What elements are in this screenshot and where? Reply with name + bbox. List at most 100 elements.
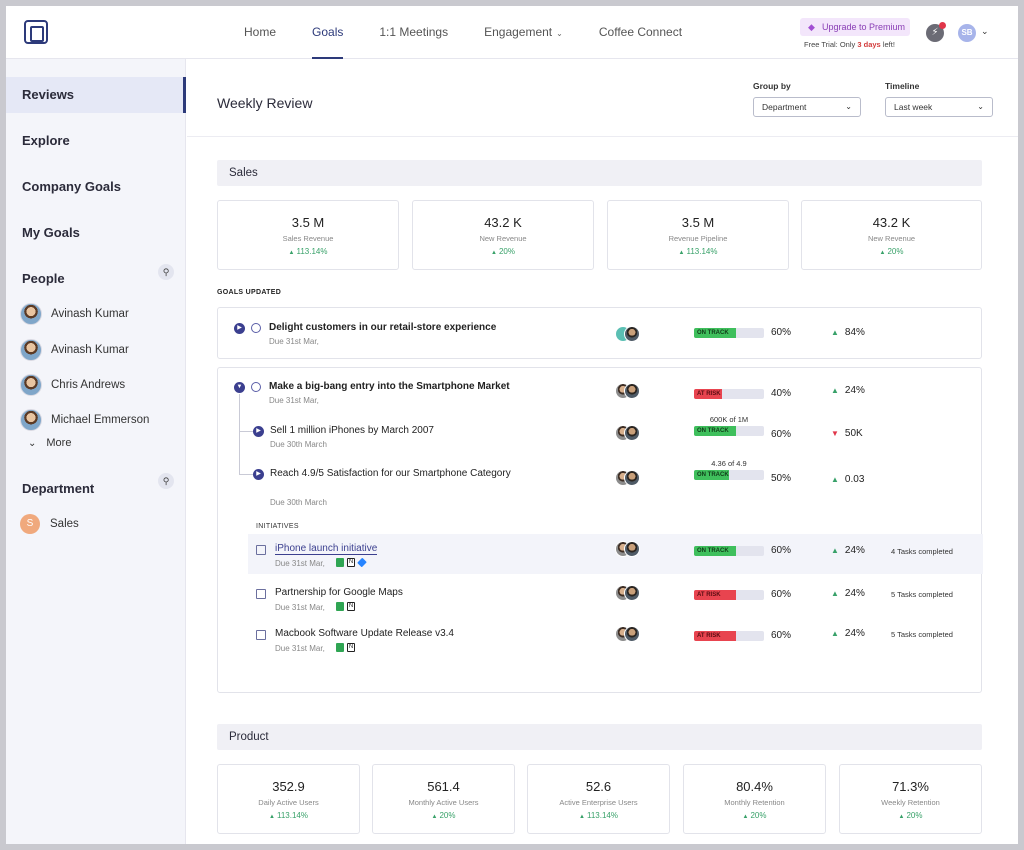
owner-avatars	[615, 425, 643, 441]
owner-avatars	[615, 626, 643, 642]
nav-goals[interactable]: Goals	[294, 6, 361, 59]
kpi-card[interactable]: 43.2 K New Revenue ▲ 20%	[412, 200, 594, 270]
user-avatar[interactable]: SB	[958, 24, 976, 42]
sidebar-item-company-goals[interactable]: Company Goals	[22, 179, 121, 194]
kpi-label: New Revenue	[479, 234, 527, 243]
collapse-arrow-icon[interactable]: ▼	[234, 382, 245, 393]
sub-goal-title[interactable]: Reach 4.9/5 Satisfaction for our Smartph…	[270, 468, 511, 479]
page-title: Weekly Review	[217, 95, 313, 111]
nav-coffee-connect[interactable]: Coffee Connect	[598, 25, 683, 39]
trial-notice: Free Trial: Only 3 days left!	[804, 40, 895, 49]
avatar	[624, 425, 640, 441]
kpi-change: ▲ 20%	[373, 811, 514, 820]
kpi-change-value: 113.14%	[296, 247, 328, 256]
kpi-card[interactable]: 43.2 K New Revenue ▲ 20%	[801, 200, 982, 270]
kpi-change-value: 20%	[439, 811, 456, 820]
status-badge: AT RISK	[697, 391, 721, 397]
status-badge: ON TRACK	[697, 428, 729, 434]
expand-arrow-icon[interactable]: ▶	[253, 426, 264, 437]
people-search-icon[interactable]: ⚲	[158, 264, 174, 280]
sidebar-person[interactable]: Avinash Kumar	[20, 302, 129, 326]
notion-icon[interactable]: N	[347, 643, 355, 652]
goal-title[interactable]: Delight customers in our retail-store ex…	[269, 322, 497, 333]
trial-suffix: left!	[882, 40, 895, 49]
google-sheets-icon[interactable]	[336, 643, 344, 652]
sidebar-department[interactable]: S Sales	[20, 512, 79, 536]
kpi-card[interactable]: 3.5 M Revenue Pipeline ▲ 113.14%	[607, 200, 789, 270]
kpi-change: ▲ 113.14%	[608, 247, 788, 256]
notifications-icon[interactable]: ⚡	[926, 22, 946, 42]
trend-up-icon: ▲	[579, 814, 585, 820]
progress-fill	[694, 328, 736, 338]
linked-docs: N	[336, 602, 355, 611]
group-by-select[interactable]: Department ⌄	[753, 97, 861, 117]
kpi-label: Revenue Pipeline	[668, 234, 728, 243]
google-sheets-icon[interactable]	[336, 602, 344, 611]
expand-arrow-icon[interactable]: ▶	[234, 323, 245, 334]
goal-card: ▼ Make a big-bang entry into the Smartph…	[217, 367, 983, 693]
kpi-value: 52.6	[585, 779, 612, 794]
sidebar-item-reviews[interactable]: Reviews	[6, 77, 186, 113]
trend: ▲ 0.03	[831, 474, 864, 485]
department-search-icon[interactable]: ⚲	[158, 473, 174, 489]
kpi-value: 71.3%	[892, 779, 929, 794]
timeline-select[interactable]: Last week ⌄	[885, 97, 993, 117]
top-nav: Home Goals 1:1 Meetings Engagement ⌄ Coff…	[6, 6, 1018, 59]
nav-engagement[interactable]: Engagement ⌄	[466, 6, 581, 59]
trend-up-icon: ▲	[431, 814, 438, 820]
notification-dot	[939, 22, 946, 29]
sidebar-person[interactable]: Michael Emmerson	[20, 408, 149, 432]
sidebar-item-my-goals[interactable]: My Goals	[22, 225, 80, 240]
kpi-card[interactable]: 80.4% Monthly Retention ▲ 20%	[683, 764, 826, 834]
progress-percent: 60%	[771, 327, 792, 338]
more-label: More	[46, 437, 72, 449]
progress-fill	[694, 590, 736, 600]
kpi-card[interactable]: 561.4 Monthly Active Users ▲ 20%	[372, 764, 515, 834]
expand-arrow-icon[interactable]: ▶	[253, 469, 264, 480]
kpi-card[interactable]: 52.6 Active Enterprise Users ▲ 113.14%	[527, 764, 670, 834]
nav-home[interactable]: Home	[244, 25, 277, 39]
notion-icon[interactable]: N	[347, 602, 355, 611]
person-name: Chris Andrews	[51, 379, 126, 391]
kpi-change-value: 20%	[498, 247, 515, 256]
notion-icon[interactable]: N	[347, 558, 355, 567]
user-menu-chevron-icon[interactable]: ⌄	[981, 26, 989, 36]
avatar	[20, 374, 42, 396]
more-people-button[interactable]: ⌄ More	[28, 437, 71, 449]
initiative-title[interactable]: iPhone launch initiative	[275, 543, 378, 555]
nav-engagement-label: Engagement	[484, 25, 553, 39]
kpi-card[interactable]: 71.3% Weekly Retention ▲ 20%	[839, 764, 982, 834]
kpi-card[interactable]: 352.9 Daily Active Users ▲ 113.14%	[217, 764, 360, 834]
progress-percent: 50%	[771, 473, 792, 484]
trend-up-icon: ▲	[491, 250, 497, 256]
trend-up-icon: ▲	[831, 589, 839, 598]
sidebar-person[interactable]: Chris Andrews	[20, 373, 125, 397]
progress-fill	[694, 389, 722, 399]
trend-down-icon: ▼	[831, 429, 839, 438]
google-sheets-icon[interactable]	[336, 558, 344, 567]
goal-due: Due 31st Mar,	[269, 396, 319, 405]
nav-meetings[interactable]: 1:1 Meetings	[379, 25, 449, 39]
upgrade-button[interactable]: ◆ Upgrade to Premium	[800, 18, 910, 36]
status-badge: AT RISK	[697, 633, 721, 639]
goal-title[interactable]: Make a big-bang entry into the Smartphon…	[269, 381, 510, 392]
trend-up-icon: ▲	[269, 814, 275, 820]
sub-goal-title[interactable]: Sell 1 million iPhones by March 2007	[270, 425, 434, 436]
sidebar-person[interactable]: Avinash Kumar	[20, 338, 129, 362]
progress-fill	[694, 546, 736, 556]
trend-up-icon: ▲	[288, 250, 295, 256]
kpi-change-value: 20%	[750, 811, 767, 820]
avatar	[624, 585, 640, 601]
kpi-card[interactable]: 3.5 M Sales Revenue ▲ 113.14%	[217, 200, 399, 270]
kpi-change: ▲ 113.14%	[218, 247, 398, 256]
jira-icon[interactable]	[357, 557, 367, 568]
initiative-icon	[256, 545, 266, 555]
kpi-label: Monthly Active Users	[408, 798, 479, 807]
kpi-value: 3.5 M	[291, 215, 325, 230]
progress-note: 4.36 of 4.9	[711, 459, 747, 468]
sidebar-item-explore[interactable]: Explore	[22, 133, 70, 148]
goal-card[interactable]: ▶ Delight customers in our retail-store …	[217, 307, 982, 359]
initiative-title[interactable]: Partnership for Google Maps	[275, 587, 403, 598]
initiative-title[interactable]: Macbook Software Update Release v3.4	[275, 628, 454, 639]
app-logo-icon[interactable]	[24, 20, 48, 44]
